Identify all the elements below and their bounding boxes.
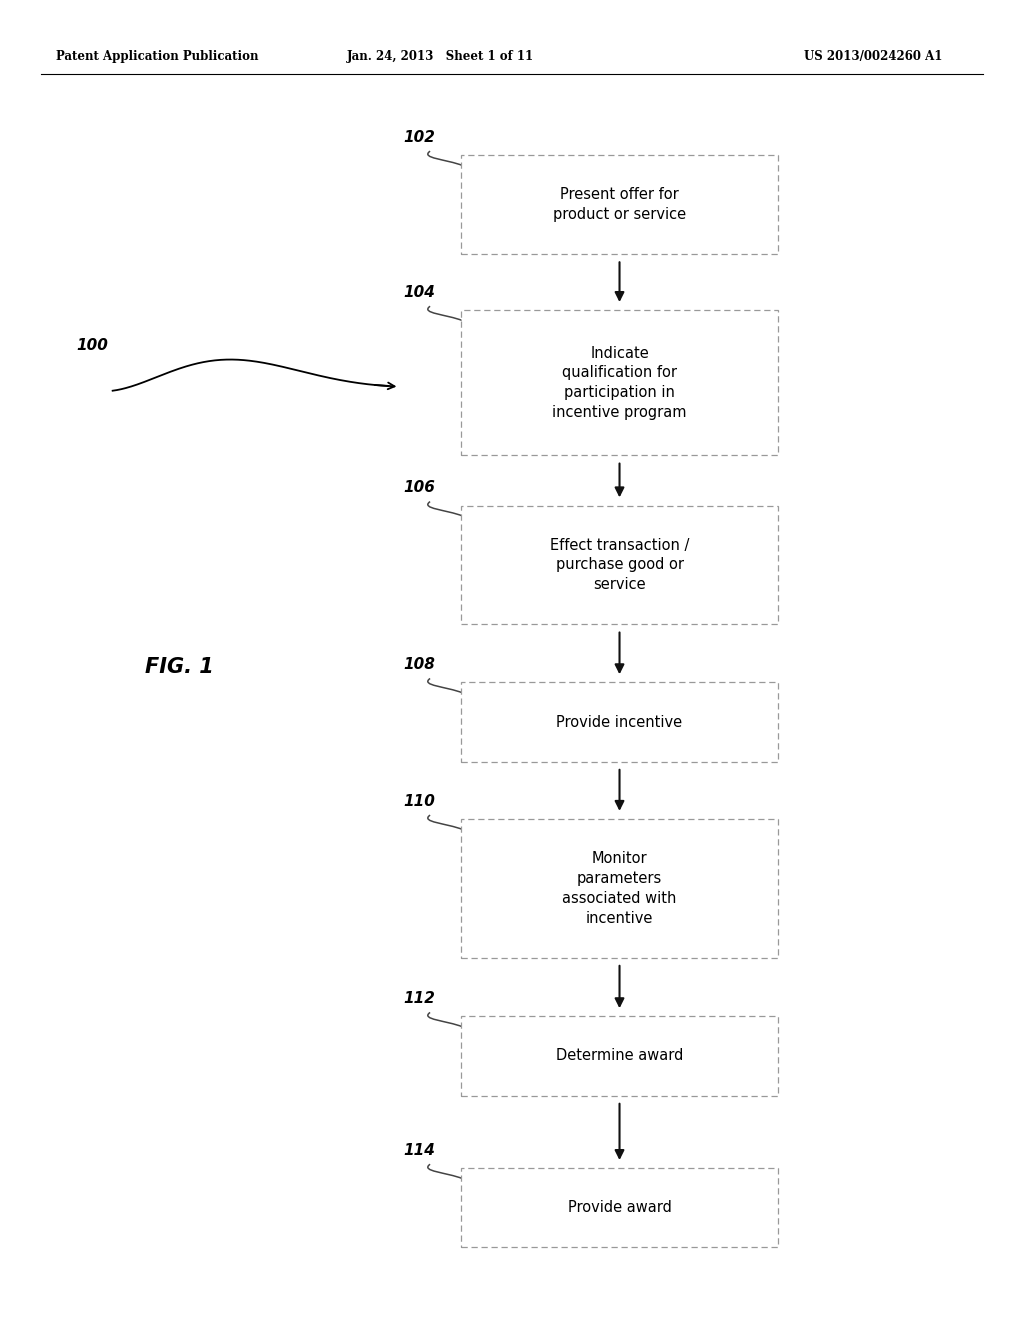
FancyBboxPatch shape <box>461 818 778 958</box>
Text: Present offer for
product or service: Present offer for product or service <box>553 187 686 222</box>
Text: Determine award: Determine award <box>556 1048 683 1064</box>
Text: 108: 108 <box>403 657 435 672</box>
Text: Jan. 24, 2013   Sheet 1 of 11: Jan. 24, 2013 Sheet 1 of 11 <box>347 50 534 63</box>
Text: Monitor
parameters
associated with
incentive: Monitor parameters associated with incen… <box>562 851 677 925</box>
FancyBboxPatch shape <box>461 506 778 624</box>
Text: US 2013/0024260 A1: US 2013/0024260 A1 <box>804 50 942 63</box>
Text: 104: 104 <box>403 285 435 300</box>
Text: Indicate
qualification for
participation in
incentive program: Indicate qualification for participation… <box>552 346 687 420</box>
Text: Patent Application Publication: Patent Application Publication <box>56 50 259 63</box>
FancyBboxPatch shape <box>461 156 778 253</box>
Text: 110: 110 <box>403 793 435 808</box>
Text: 100: 100 <box>76 338 109 354</box>
Text: FIG. 1: FIG. 1 <box>144 656 214 677</box>
Text: Effect transaction /
purchase good or
service: Effect transaction / purchase good or se… <box>550 537 689 593</box>
FancyBboxPatch shape <box>461 1168 778 1247</box>
Text: 114: 114 <box>403 1143 435 1158</box>
Text: Provide incentive: Provide incentive <box>556 714 683 730</box>
FancyBboxPatch shape <box>461 1016 778 1096</box>
FancyBboxPatch shape <box>461 310 778 455</box>
Text: 106: 106 <box>403 480 435 495</box>
FancyBboxPatch shape <box>461 682 778 762</box>
Text: Provide award: Provide award <box>567 1200 672 1216</box>
Text: 112: 112 <box>403 991 435 1006</box>
Text: 102: 102 <box>403 129 435 144</box>
